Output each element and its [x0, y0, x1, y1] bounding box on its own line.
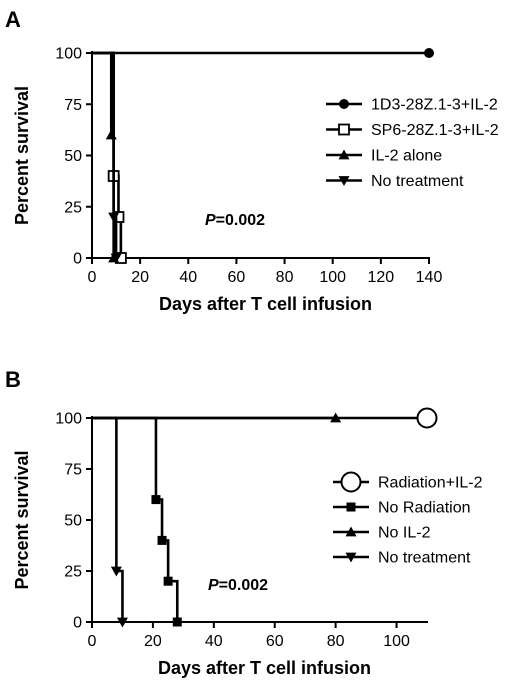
legend-label: IL-2 alone — [371, 148, 442, 165]
data-point — [105, 129, 117, 140]
series-line — [92, 416, 124, 622]
legend-marker — [340, 471, 362, 493]
panel-a: A 0 25 50 75 100 0 20 40 60 80 100 120 140 Days after … — [5, 7, 499, 314]
y-tick-label: 50 — [64, 513, 82, 530]
data-point — [151, 495, 161, 505]
legend-label: 1D3-28Z.1-3+IL-2 — [371, 97, 498, 114]
y-tick-label: 0 — [73, 615, 82, 632]
x-tick-label: 140 — [416, 269, 443, 286]
y-axis-title: Percent survival — [12, 86, 32, 225]
x-tick-label: 40 — [205, 633, 223, 650]
x-tick-label: 20 — [131, 269, 149, 286]
legend-marker — [338, 123, 350, 136]
legend-marker — [338, 176, 350, 186]
x-tick-label: 60 — [266, 633, 284, 650]
p-value-number: =0.002 — [216, 212, 265, 229]
series-4 — [92, 416, 128, 628]
series-2 — [92, 416, 182, 627]
p-value-annotation: P=0.002 — [208, 577, 268, 594]
panel-b: B 0 25 50 75 100 0 20 40 60 80 100 Days after T cell… — [5, 367, 483, 678]
legend-label: No treatment — [371, 173, 464, 190]
data-point — [172, 617, 182, 627]
data-point — [157, 535, 167, 545]
legend-label: No Radiation — [378, 500, 471, 517]
legend-marker — [346, 502, 356, 512]
x-tick-label: 60 — [228, 269, 246, 286]
data-point — [116, 617, 128, 628]
y-tick-label: 100 — [55, 411, 82, 428]
y-axis-title: Percent survival — [12, 450, 32, 589]
series-line — [92, 416, 179, 622]
y-tick-label: 75 — [64, 97, 82, 114]
x-axis-title: Days after T cell infusion — [159, 294, 372, 314]
x-tick-label: 80 — [276, 269, 294, 286]
series-1 — [92, 48, 434, 58]
data-point — [416, 407, 438, 429]
data-point — [110, 566, 122, 577]
p-value-number: =0.002 — [219, 577, 268, 594]
legend-marker — [339, 99, 349, 109]
x-tick-label: 40 — [179, 269, 197, 286]
x-tick-label: 80 — [327, 633, 345, 650]
p-value-symbol: P — [205, 212, 216, 229]
series-3 — [92, 412, 342, 423]
x-tick-label: 20 — [144, 633, 162, 650]
legend: Radiation+IL-2 No Radiation No IL-2 No trea… — [333, 471, 483, 567]
y-tick-label: 25 — [64, 564, 82, 581]
series-line — [92, 51, 115, 258]
y-tick-label: 100 — [55, 46, 82, 63]
x-axis-title: Days after T cell infusion — [158, 658, 371, 678]
series-4 — [92, 51, 122, 264]
legend-label: SP6-28Z.1-3+IL-2 — [371, 122, 499, 139]
legend-marker — [338, 149, 350, 160]
x-tick-label: 120 — [368, 269, 395, 286]
legend-label: No treatment — [378, 550, 471, 567]
p-value-annotation: P=0.002 — [205, 212, 265, 229]
x-tick-label: 0 — [88, 633, 97, 650]
p-value-symbol: P — [208, 577, 219, 594]
x-tick-label: 100 — [319, 269, 346, 286]
legend: 1D3-28Z.1-3+IL-2 SP6-28Z.1-3+IL-2 IL-2 alo… — [326, 97, 499, 190]
data-point — [330, 412, 342, 423]
data-point — [163, 576, 173, 586]
panel-label: A — [5, 7, 21, 32]
x-tick-label: 100 — [383, 633, 410, 650]
series-2 — [92, 51, 127, 264]
x-tick-label: 0 — [88, 269, 97, 286]
legend-marker — [345, 552, 357, 563]
y-tick-label: 25 — [64, 199, 82, 216]
legend-label: Radiation+IL-2 — [378, 475, 483, 492]
data-point — [424, 48, 434, 58]
data-point — [110, 253, 122, 264]
y-tick-label: 75 — [64, 462, 82, 479]
panel-label: B — [5, 367, 21, 392]
y-tick-label: 50 — [64, 148, 82, 165]
y-tick-label: 0 — [73, 251, 82, 268]
legend-label: No IL-2 — [378, 525, 431, 542]
data-point — [108, 212, 120, 223]
legend-marker — [345, 526, 357, 537]
